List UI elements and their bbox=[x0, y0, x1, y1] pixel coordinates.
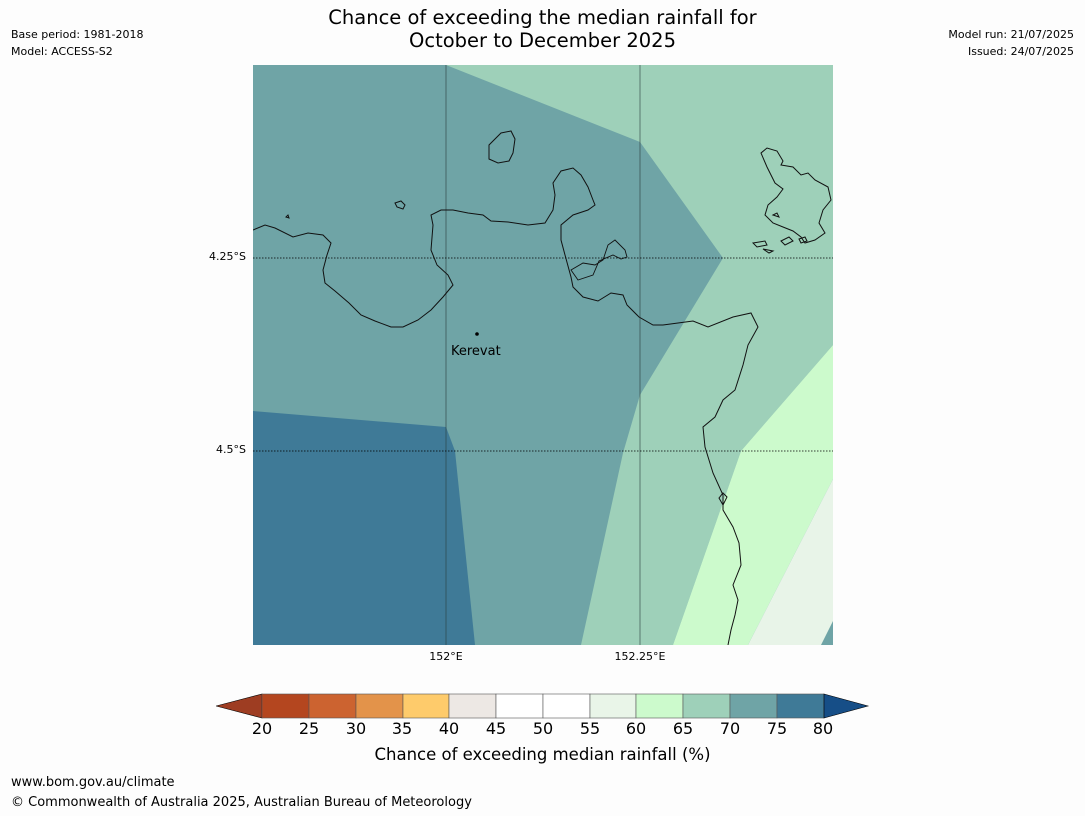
title-line-2: October to December 2025 bbox=[409, 29, 676, 52]
colorbar-bin-35-40 bbox=[402, 693, 450, 719]
lat-label-4-25: 4.25°S bbox=[209, 250, 246, 263]
coastline bbox=[253, 130, 832, 645]
colorbar-tick: 65 bbox=[672, 719, 694, 738]
model-run: Model run: 21/07/2025 bbox=[948, 28, 1074, 41]
colorbar-tick: 35 bbox=[391, 719, 413, 738]
colorbar bbox=[216, 693, 870, 719]
colorbar-bin-60-65 bbox=[635, 693, 684, 719]
metadata-right: Model run: 21/07/2025 Issued: 24/07/2025 bbox=[948, 26, 1074, 60]
colorbar-tick: 60 bbox=[625, 719, 647, 738]
colorbar-bin-30-35 bbox=[355, 693, 404, 719]
zone-65-70 bbox=[446, 65, 833, 645]
model-name: Model: ACCESS-S2 bbox=[11, 45, 113, 58]
colorbar-tick: 75 bbox=[766, 719, 788, 738]
colorbar-tick: 55 bbox=[579, 719, 601, 738]
lat-label-4-5: 4.5°S bbox=[216, 443, 246, 456]
colorbar-bin-75-80 bbox=[776, 693, 825, 719]
footer-url: www.bom.gov.au/climate bbox=[11, 775, 175, 790]
metadata-left: Base period: 1981-2018 Model: ACCESS-S2 bbox=[11, 26, 143, 60]
colorbar-bin-65-70 bbox=[682, 693, 731, 719]
colorbar-tick: 20 bbox=[251, 719, 273, 738]
colorbar-tick: 40 bbox=[438, 719, 460, 738]
colorbar-bin-70-75 bbox=[729, 693, 778, 719]
colorbar-tick: 25 bbox=[298, 719, 320, 738]
issued-date: Issued: 24/07/2025 bbox=[967, 45, 1074, 58]
lon-label-152-25: 152.25°E bbox=[614, 650, 666, 663]
lon-label-152: 152°E bbox=[429, 650, 463, 663]
colorbar-bin-20-25 bbox=[261, 693, 310, 719]
colorbar-bin-55-60 bbox=[589, 693, 637, 719]
colorbar-tick: 70 bbox=[719, 719, 741, 738]
colorbar-tick: 45 bbox=[485, 719, 507, 738]
kerevat-marker bbox=[475, 332, 479, 336]
colorbar-extend-low bbox=[216, 693, 263, 719]
map-title: Chance of exceeding the median rainfall … bbox=[0, 6, 1085, 52]
rainfall-map: Kerevat bbox=[253, 65, 833, 645]
colorbar-tick: 50 bbox=[532, 719, 554, 738]
colorbar-bin-25-30 bbox=[308, 693, 357, 719]
colorbar-bin-40-45 bbox=[448, 693, 497, 719]
colorbar-tick: 80 bbox=[812, 719, 834, 738]
colorbar-bin-45-50 bbox=[495, 693, 544, 719]
title-line-1: Chance of exceeding the median rainfall … bbox=[328, 6, 757, 29]
colorbar-label: Chance of exceeding median rainfall (%) bbox=[374, 745, 711, 764]
zone-75-80 bbox=[253, 411, 475, 645]
zone-60-65 bbox=[673, 345, 833, 645]
colorbar-extend-high bbox=[823, 693, 870, 719]
colorbar-tick: 30 bbox=[345, 719, 367, 738]
footer-copyright: © Commonwealth of Australia 2025, Austra… bbox=[11, 795, 472, 810]
colorbar-bin-50-55 bbox=[542, 693, 591, 719]
base-period: Base period: 1981-2018 bbox=[11, 28, 144, 41]
kerevat-label: Kerevat bbox=[451, 344, 501, 359]
zone-55-60 bbox=[748, 479, 833, 645]
